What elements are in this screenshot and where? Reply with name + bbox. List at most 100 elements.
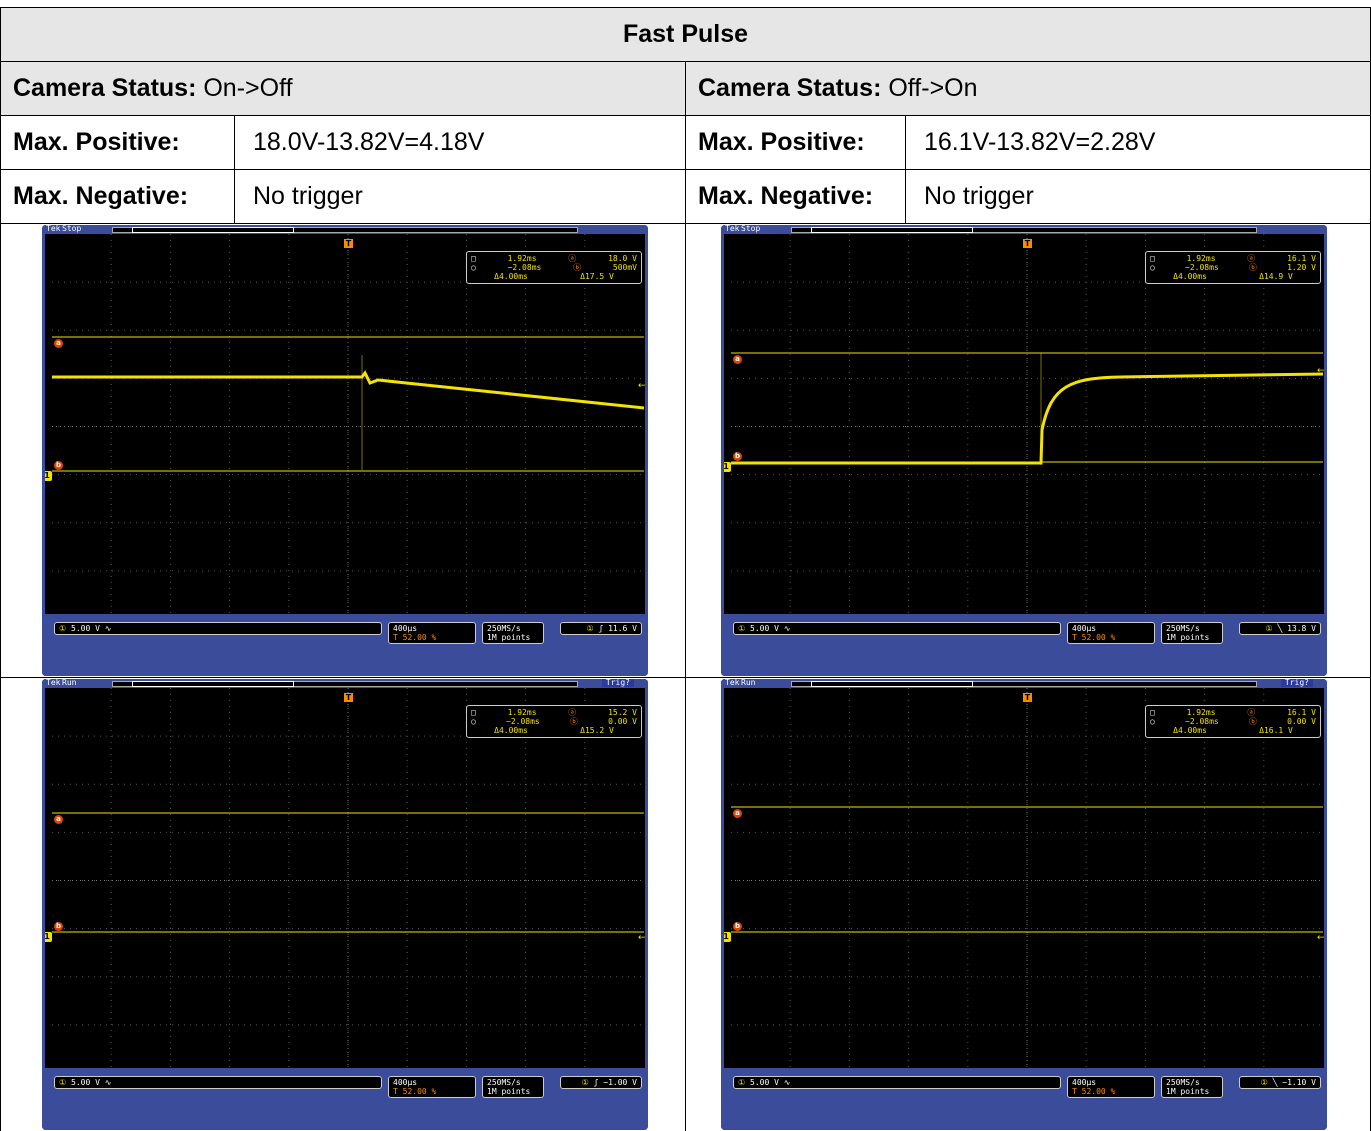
channel-1-icon: ① xyxy=(1260,1078,1273,1087)
channel-1-icon: ① xyxy=(581,1078,594,1087)
readout-row: Δ4.00ms Δ16.1 V xyxy=(1150,726,1316,735)
level-arrow-icon: ← xyxy=(1317,933,1325,943)
acquisition-pill: 250MS/s 1M points xyxy=(482,622,544,644)
waveform-trace xyxy=(52,370,645,410)
readout-row: □ 1.92ms ⓐ 15.2 V xyxy=(471,708,637,717)
right-max-neg-value: No trigger xyxy=(906,170,1370,223)
readout-row: Δ4.00ms Δ15.2 V xyxy=(471,726,637,735)
status-value: Off->On xyxy=(888,74,978,102)
trigger-badge: Trig? xyxy=(1280,679,1313,687)
readout-row: ○ −2.08ms ⓑ 0.00 V xyxy=(471,717,637,726)
channel-1-icon: ① xyxy=(1265,624,1278,633)
cursor-b-icon: ⓑ xyxy=(1248,717,1257,726)
brand-label: Tek xyxy=(46,225,61,233)
sample-rate: 250MS/s xyxy=(1166,1078,1200,1087)
trigger-badge: Trig? xyxy=(601,679,634,687)
label-text: Max. Positive: xyxy=(698,128,865,156)
record-bar xyxy=(791,681,1257,687)
readout-t1: 1.92ms xyxy=(507,254,537,263)
cursor-a-icon: ⓐ xyxy=(1247,254,1256,263)
cursor-b-icon: b xyxy=(54,922,63,931)
waveform-trace xyxy=(731,372,1324,465)
left-max-neg-label: Max. Negative: xyxy=(1,170,234,223)
label-text: Max. Negative: xyxy=(698,182,874,210)
acq-state: Run xyxy=(62,679,77,687)
status-value: On->Off xyxy=(203,74,293,102)
readout-dt: Δ4.00ms xyxy=(1173,272,1207,281)
scope-screen: ← xyxy=(52,688,646,1073)
channel-scale-pill: ① 5.00 V ∿ xyxy=(733,622,1061,635)
channel-1-icon: ① xyxy=(738,624,750,633)
channel-scale-pill: ① 5.00 V ∿ xyxy=(733,1076,1061,1089)
readout-vb: 0.00 V xyxy=(608,717,637,726)
scope-status-bar: Tek Stop xyxy=(42,225,648,234)
table-title: Fast Pulse xyxy=(1,8,1370,61)
left-max-neg-value: No trigger xyxy=(235,170,685,223)
timebase-pill: 400μs T 52.00 % xyxy=(388,1076,476,1098)
channel-1-ground-icon: 1 xyxy=(721,932,731,942)
square-cursor-icon: □ xyxy=(471,254,476,263)
channel-scale: 5.00 V ∿ xyxy=(71,624,112,633)
acquisition-pill: 250MS/s 1M points xyxy=(1161,1076,1223,1098)
trigger-pill: ① ʃ −1.00 V xyxy=(560,1076,642,1089)
channel-scale-pill: ① 5.00 V ∿ xyxy=(54,622,382,635)
record-bar xyxy=(112,681,578,687)
record-length: 1M points xyxy=(487,1087,531,1096)
readout-vb: 1.20 V xyxy=(1287,263,1316,272)
trigger-level: ╲ −1.10 V xyxy=(1272,1078,1316,1087)
trigger-level: ╲ 13.8 V xyxy=(1277,624,1316,633)
circle-cursor-icon: ○ xyxy=(471,717,476,726)
cursor-a-icon: a xyxy=(54,815,63,824)
left-max-pos-label: Max. Positive: xyxy=(1,116,234,169)
record-window xyxy=(132,227,294,233)
brand-label: Tek xyxy=(725,225,740,233)
circle-cursor-icon: ○ xyxy=(471,263,476,272)
readout-dt: Δ4.00ms xyxy=(1173,726,1207,735)
readout-t1: 1.92ms xyxy=(507,708,537,717)
cursor-readout: □ 1.92ms ⓐ 15.2 V ○ −2.08ms ⓑ 0.00 V Δ4.00ms Δ15.… xyxy=(466,705,642,738)
readout-dv: Δ16.1 V xyxy=(1259,726,1293,735)
readout-va: 15.2 V xyxy=(608,708,637,717)
cursor-a-icon: a xyxy=(54,339,63,348)
readout-t2: −2.08ms xyxy=(1185,263,1219,272)
acq-state: Stop xyxy=(741,225,761,233)
scope-status-bar: Tek Stop xyxy=(721,225,1327,234)
readout-dv: Δ14.9 V xyxy=(1259,272,1293,281)
acq-state: Stop xyxy=(62,225,82,233)
acquisition-pill: 250MS/s 1M points xyxy=(1161,622,1223,644)
record-window xyxy=(811,681,973,687)
level-arrow-icon: ← xyxy=(638,933,646,943)
channel-1-icon: ① xyxy=(59,1078,71,1087)
channel-1-ground-icon: 1 xyxy=(42,471,52,481)
readout-dv: Δ15.2 V xyxy=(580,726,614,735)
circle-cursor-icon: ○ xyxy=(1150,263,1155,272)
trigger-position-icon: T xyxy=(1023,239,1032,248)
scope-screen: ← xyxy=(731,688,1325,1073)
label-text: Max. Negative: xyxy=(13,182,189,210)
cursor-b-icon: ⓑ xyxy=(1248,263,1257,272)
status-label: Camera Status: xyxy=(698,74,882,102)
readout-va: 18.0 V xyxy=(608,254,637,263)
trigger-position-value: T 52.00 % xyxy=(393,633,437,642)
acq-state: Run xyxy=(741,679,756,687)
channel-1-icon: ① xyxy=(738,1078,750,1087)
timebase-value: 400μs xyxy=(393,624,418,633)
readout-row: ○ −2.08ms ⓑ 1.20 V xyxy=(1150,263,1316,272)
square-cursor-icon: □ xyxy=(471,708,476,717)
cursor-a-icon: ⓐ xyxy=(1247,708,1256,717)
cursor-b-icon: b xyxy=(733,452,742,461)
trigger-level: ʃ 11.6 V xyxy=(598,624,637,633)
readout-row: Δ4.00ms Δ17.5 V xyxy=(471,272,637,281)
cursor-readout: □ 1.92ms ⓐ 16.1 V ○ −2.08ms ⓑ 0.00 V Δ4.00ms Δ16.… xyxy=(1145,705,1321,738)
trigger-position-value: T 52.00 % xyxy=(393,1087,437,1096)
timebase-value: 400μs xyxy=(1072,1078,1097,1087)
brand-label: Tek xyxy=(725,679,740,687)
record-length: 1M points xyxy=(1166,1087,1210,1096)
readout-row: ○ −2.08ms ⓑ 500mV xyxy=(471,263,637,272)
cursor-a-icon: ⓐ xyxy=(568,708,577,717)
right-status-cell: Camera Status: Off->On xyxy=(686,62,1370,115)
scope-frame xyxy=(721,679,1327,1130)
